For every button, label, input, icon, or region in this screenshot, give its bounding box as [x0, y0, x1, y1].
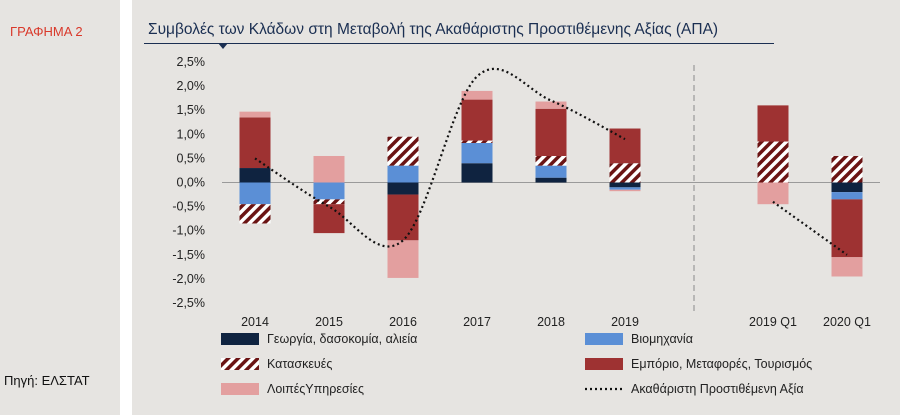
bar-segment	[313, 182, 345, 200]
bar-segment	[831, 257, 863, 277]
bar-segment	[313, 155, 345, 183]
bar-segment	[239, 182, 271, 205]
legend-swatch	[585, 333, 623, 345]
bar-segment	[387, 240, 419, 278]
bar-segment	[387, 165, 419, 183]
bar-segment	[609, 189, 641, 192]
source-note: Πηγή: ΕΛΣΤΑΤ	[4, 373, 90, 388]
bar-segment	[831, 155, 863, 183]
y-tick-label: -2,0%	[172, 272, 205, 286]
bar-segment	[461, 140, 493, 143]
bar-segment	[461, 163, 493, 183]
y-tick-label: 1,0%	[177, 127, 206, 141]
title-underline	[144, 43, 774, 44]
bar-segment	[535, 108, 567, 156]
y-tick-label: 0,0%	[177, 176, 206, 190]
bar-segment	[535, 155, 567, 166]
y-tick-label: -1,5%	[172, 248, 205, 262]
y-tick-label: 2,5%	[177, 55, 206, 69]
sidebar-panel	[0, 0, 120, 415]
bar-segment	[831, 192, 863, 200]
legend-swatch	[585, 358, 623, 370]
bar-segment	[609, 128, 641, 164]
bar-segment	[387, 182, 419, 195]
bar-segment	[239, 117, 271, 169]
bar-segment	[757, 105, 789, 142]
x-tick-label: 2018	[537, 315, 565, 329]
bar-segment	[535, 101, 567, 109]
x-tick-label: 2016	[389, 315, 417, 329]
gva-line-quarterly	[772, 200, 848, 256]
y-tick-label: 1,5%	[177, 103, 206, 117]
legend-label: Εμπόριο, Μεταφορές, Τουρισμός	[631, 357, 812, 371]
bar-segment	[461, 90, 493, 100]
chart-number-label: ΓΡΑΦΗΜΑ 2	[10, 24, 83, 39]
legend-swatch	[221, 383, 259, 395]
x-tick-label: 2020 Q1	[823, 315, 871, 329]
legend-label: Γεωργία, δασοκομία, αλιεία	[267, 332, 417, 346]
legend-label: ΛοιπέςΥπηρεσίες	[267, 382, 364, 396]
legend-swatch	[221, 333, 259, 345]
x-tick-label: 2017	[463, 315, 491, 329]
bar-segment	[609, 182, 641, 188]
bar-segment	[757, 182, 789, 205]
legend-swatch	[221, 358, 259, 370]
bar-segment	[461, 142, 493, 164]
chart-title: Συμβολές των Κλάδων στη Μεταβολή της Ακα…	[148, 21, 719, 38]
legend-label: Βιομηχανία	[631, 332, 693, 346]
y-tick-label: -1,0%	[172, 224, 205, 238]
bar-segment	[461, 99, 493, 141]
y-tick-label: 2,0%	[177, 79, 206, 93]
gva-line-annual	[254, 67, 626, 248]
legend-label: Κατασκευές	[267, 357, 332, 371]
bar-segment	[831, 199, 863, 258]
bar-segment	[609, 163, 641, 183]
bar-segment	[239, 204, 271, 224]
bar-segment	[831, 182, 863, 193]
bar-segment	[535, 177, 567, 183]
bar-segment	[757, 141, 789, 183]
bar-segment	[535, 165, 567, 178]
title-pointer	[218, 43, 228, 49]
x-tick-label: 2019	[611, 315, 639, 329]
x-tick-label: 2014	[241, 315, 269, 329]
bar-segment	[609, 187, 641, 190]
bar-segment	[239, 111, 271, 118]
bar-segment	[313, 204, 345, 234]
x-tick-label: 2019 Q1	[749, 315, 797, 329]
bar-segment	[239, 168, 271, 183]
bar-segment	[387, 194, 419, 241]
x-tick-label: 2015	[315, 315, 343, 329]
bar-segment	[313, 199, 345, 205]
y-tick-label: -0,5%	[172, 200, 205, 214]
bar-segment	[387, 136, 419, 166]
y-tick-label: -2,5%	[172, 296, 205, 310]
legend-label: Ακαθάριστη Προστιθέμενη Αξία	[631, 382, 804, 396]
y-tick-label: 0,5%	[177, 151, 206, 165]
